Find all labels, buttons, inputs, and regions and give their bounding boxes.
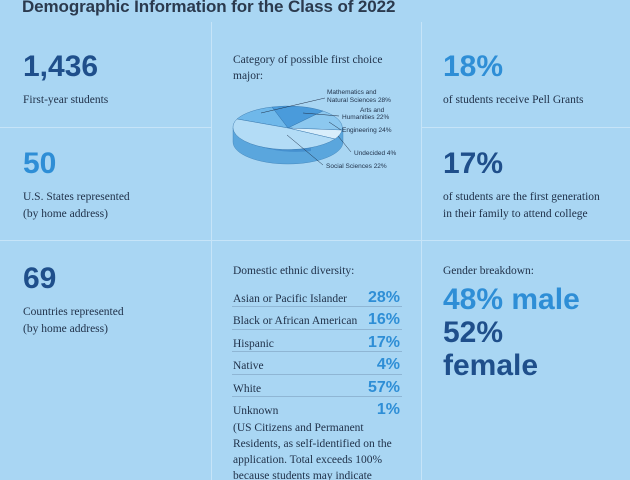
gender-title: Gender breakdown: [443, 265, 535, 277]
ethnic-title: Domestic ethnic diversity: [233, 265, 355, 277]
stat-label: U.S. States represented (by home address… [23, 189, 130, 223]
stat-pell: 18% of students receive Pell Grants [443, 50, 584, 109]
stat-value: 69 [23, 262, 57, 295]
ethnic-note-line: Residents, as self-identified on the [233, 438, 392, 450]
pie-slice-arts [271, 105, 324, 129]
leader-line [302, 112, 340, 117]
ethnic-row: Black or African American 16% [232, 307, 402, 330]
stat-countries: 69 Countries represented (by home addres… [23, 262, 124, 338]
ethnic-table: Asian or Pacific Islander 28% Black or A… [232, 285, 402, 419]
pie-label-social: Social Sciences 22% [326, 163, 387, 170]
pie-label-eng: Engineering 24% [342, 127, 392, 134]
pie-slice-social [232, 118, 336, 150]
ethnic-row: Asian or Pacific Islander 28% [232, 285, 402, 308]
chart-title-line: major: [233, 70, 264, 82]
grid-divider [421, 22, 422, 480]
ethnic-name: Hispanic [233, 337, 274, 350]
major-chart-title: Category of possible first choice major: [233, 52, 403, 84]
leader-line [260, 97, 326, 114]
page-title: Demographic Information for the Class of… [22, 0, 396, 16]
ethnic-row: Unknown 1% [232, 397, 402, 419]
stat-label: First-year students [23, 94, 109, 106]
stat-label-line: U.S. States represented [23, 191, 130, 203]
pie-slice-eng [287, 110, 343, 131]
stat-label-line: of students are the first generation [443, 191, 600, 203]
stat-states: 50 U.S. States represented (by home addr… [23, 147, 130, 223]
ethnic-pct: 16% [367, 311, 400, 329]
stat-first-gen: 17% of students are the first generation… [443, 147, 600, 223]
stat-label: Countries represented (by home address) [23, 304, 124, 338]
ethnic-pct: 17% [367, 333, 400, 351]
pie-label-arts-2: Humanities 22% [342, 114, 390, 121]
stat-value: 17% [443, 147, 504, 180]
ethnic-name: Native [233, 360, 264, 373]
grid-divider [211, 22, 212, 480]
ethnic-row: Hispanic 17% [232, 330, 402, 353]
gender-female: 52% female [443, 316, 539, 382]
ethnic-pct: 28% [367, 289, 400, 306]
stat-first-year: 1,436 First-year students [23, 50, 108, 109]
major-pie-chart: Mathematics and Natural Sciences 28% Art… [232, 89, 396, 170]
grid-divider [421, 127, 630, 128]
ethnic-pct: 4% [376, 356, 400, 374]
ethnic-note-line: application. Total exceeds 100% [233, 454, 383, 466]
ethnic-row: White 57% [232, 375, 402, 397]
grid-divider [0, 127, 211, 128]
pie-label-arts-1: Arts and [360, 107, 385, 114]
stat-label-line: Countries represented [23, 306, 124, 318]
leader-line [337, 135, 352, 153]
stat-label-line: in their family to attend college [443, 208, 588, 220]
leader-line [328, 121, 342, 131]
pie-label-math-2: Natural Sciences 28% [327, 97, 391, 104]
ethnic-note: (US Citizens and Permanent Residents, as… [233, 420, 405, 480]
stat-label-line: (by home address) [23, 208, 108, 220]
gender-male: 48% male [443, 283, 580, 316]
ethnic-name: White [233, 382, 262, 395]
pie-label-math-1: Mathematics and [327, 89, 377, 96]
grid-divider [0, 240, 630, 241]
pie-label-undecided: Undecided 4% [354, 150, 396, 157]
leader-line [286, 134, 324, 166]
ethnic-pct: 1% [376, 400, 400, 418]
stat-label: of students are the first generation in … [443, 189, 600, 223]
ethnic-note-line: (US Citizens and Permanent [233, 422, 364, 434]
ethnic-name: Black or African American [233, 315, 358, 328]
stat-value: 18% [443, 50, 504, 83]
chart-title-line: Category of possible first choice [233, 54, 383, 66]
stat-value: 1,436 [23, 50, 99, 83]
ethnic-note-line: because students may indicate [233, 470, 372, 480]
stat-label-line: (by home address) [23, 323, 108, 335]
stat-value: 50 [23, 147, 57, 180]
ethnic-row: Native 4% [232, 352, 402, 375]
ethnic-name: Asian or Pacific Islander [233, 293, 348, 305]
ethnic-pct: 57% [367, 378, 400, 396]
ethnic-name: Unknown [233, 404, 279, 417]
stat-label: of students receive Pell Grants [443, 94, 584, 106]
